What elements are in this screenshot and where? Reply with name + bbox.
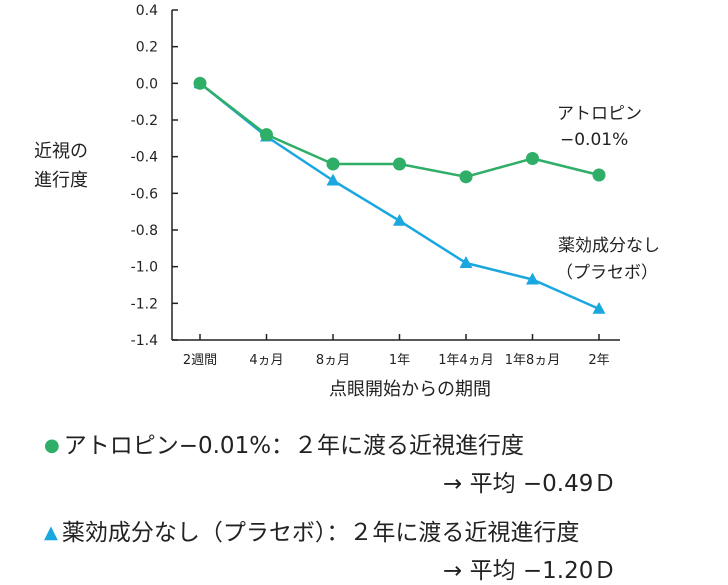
x-tick-label: 2年 — [588, 353, 609, 368]
x-tick-label: 8ヵ月 — [316, 353, 350, 368]
atropine-data-point — [526, 152, 539, 165]
atropine-series-label-line-2: −0.01% — [560, 130, 628, 150]
atropine-average: → 平均 −0.49Ｄ — [443, 464, 616, 498]
placebo-summary-text: 薬効成分なし（プラセボ）：２年に渡る近視進行度 — [61, 520, 580, 546]
y-axis-label-line-1: 近視の — [34, 141, 88, 162]
circle-marker-icon: ● — [44, 435, 60, 456]
placebo-data-point — [393, 214, 406, 226]
placebo-series-label-line-2: （プラセボ） — [556, 263, 658, 283]
y-tick-label: 0.0 — [136, 76, 158, 92]
y-tick-label: -0.2 — [131, 113, 158, 129]
y-tick-label: -0.6 — [131, 186, 158, 202]
x-tick-label: 2週間 — [183, 353, 217, 368]
atropine-average-text: → 平均 −0.49Ｄ — [443, 471, 617, 497]
placebo-data-point — [526, 272, 539, 285]
atropine-summary-text: アトロピン−0.01%：２年に渡る近視進行度 — [63, 433, 525, 459]
y-axis-label-line-2: 進行度 — [34, 170, 88, 191]
placebo-summary: ▲ 薬効成分なし（プラセボ）：２年に渡る近視進行度 — [44, 513, 579, 547]
atropine-data-point — [393, 157, 406, 171]
placebo-series-label-line-1: 薬効成分なし — [558, 236, 660, 256]
placebo-average: → 平均 −1.20Ｄ — [443, 551, 616, 585]
y-tick-label: -1.0 — [131, 260, 158, 276]
placebo-data-point — [592, 302, 606, 314]
triangle-marker-icon: ▲ — [44, 522, 58, 543]
atropine-summary: ● アトロピン−0.01%：２年に渡る近視進行度 — [44, 426, 524, 460]
x-axis: 2週間 4ヵ月 8ヵ月 1年 1年4ヵ月 1年8ヵ月 2年 — [172, 334, 620, 368]
placebo-average-text: → 平均 −1.20Ｄ — [443, 558, 617, 584]
y-tick-label: -0.8 — [131, 223, 158, 239]
y-tick-label: 0.4 — [136, 3, 158, 19]
atropine-data-point — [260, 128, 273, 142]
y-tick-label: -0.4 — [131, 150, 158, 166]
placebo-data-point — [326, 173, 340, 186]
atropine-series-label-line-1: アトロピン — [557, 104, 642, 124]
atropine-data-point — [459, 170, 473, 184]
series — [193, 76, 606, 314]
y-tick-label: -1.4 — [131, 333, 158, 349]
x-tick-label: 1年4ヵ月 — [438, 353, 494, 368]
x-axis-label: 点眼開始からの期間 — [329, 379, 491, 400]
chart-svg: 0.4 0.2 0.0 -0.2 -0.4 -0.6 -0.8 -1.0 -1.2 -1.4 2週… — [34, 3, 660, 400]
atropine-data-point — [326, 157, 340, 171]
y-tick-label: 0.2 — [136, 40, 158, 56]
x-tick-label: 1年 — [389, 353, 410, 368]
x-tick-label: 4ヵ月 — [249, 353, 283, 368]
placebo-data-point — [459, 256, 473, 268]
x-tick-label: 1年8ヵ月 — [505, 353, 561, 368]
y-axis: 0.4 0.2 0.0 -0.2 -0.4 -0.6 -0.8 -1.0 -1.2 -1.4 — [131, 3, 178, 349]
placebo-series-line — [199, 82, 600, 310]
y-tick-label: -1.2 — [131, 296, 158, 312]
atropine-data-point — [592, 168, 606, 182]
atropine-data-point — [193, 76, 207, 90]
